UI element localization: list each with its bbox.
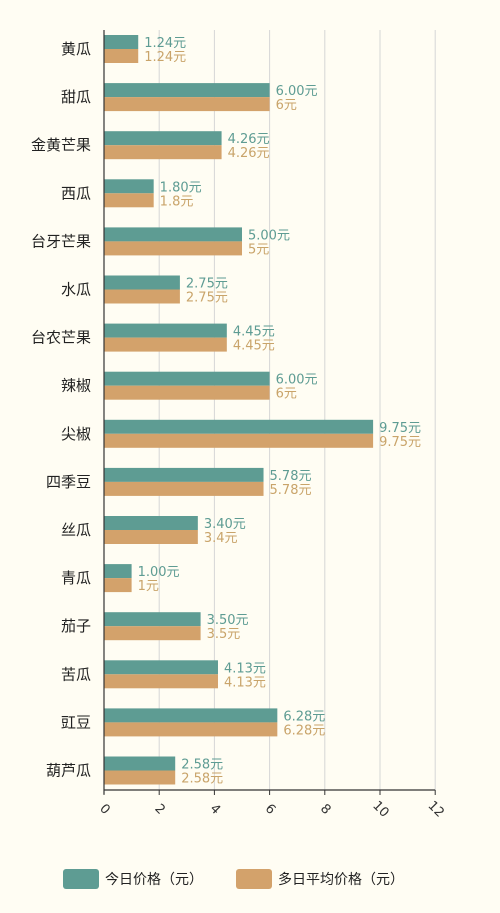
bar-today: [104, 35, 139, 49]
category-label: 金黄芒果: [31, 136, 91, 154]
legend-swatch: [63, 869, 99, 889]
data-label-today: 1.00元: [138, 565, 180, 580]
x-tick-label: 0: [96, 801, 112, 817]
bar-today: [104, 467, 264, 482]
data-label-today: 6.28元: [283, 709, 325, 724]
data-label-average: 2.58元: [181, 772, 223, 787]
bar-today: [104, 419, 374, 434]
data-label-average: 1.8元: [160, 194, 194, 209]
data-label-average: 6元: [276, 387, 297, 402]
category-label: 台牙芒果: [31, 232, 91, 250]
bar-today: [104, 564, 132, 579]
category-label: 葫芦瓜: [46, 762, 91, 780]
data-label-average: 2.75元: [186, 291, 228, 306]
data-label-today: 1.80元: [160, 180, 202, 195]
bar-average: [104, 289, 180, 304]
bar-today: [104, 612, 201, 627]
bar-average: [104, 193, 154, 208]
category-label: 苦瓜: [61, 665, 91, 683]
bar-average: [104, 49, 139, 63]
x-tick-label: 12: [425, 798, 447, 820]
bar-today: [104, 371, 270, 386]
x-tick-label: 10: [369, 798, 391, 820]
data-label-average: 4.13元: [224, 675, 266, 690]
bar-today: [104, 660, 218, 675]
data-label-today: 4.26元: [228, 132, 270, 147]
bar-average: [104, 97, 270, 112]
bar-average: [104, 626, 201, 641]
category-label: 豇豆: [61, 713, 91, 731]
legend: 今日价格（元） 多日平均价格（元）: [63, 869, 404, 889]
category-label: 甜瓜: [61, 88, 91, 106]
data-label-today: 4.13元: [224, 661, 266, 676]
data-label-average: 5.78元: [270, 483, 312, 498]
bar-average: [104, 433, 374, 448]
category-label: 茄子: [61, 617, 91, 635]
bar-average: [104, 337, 227, 352]
data-label-average: 1元: [138, 579, 159, 594]
category-label: 丝瓜: [61, 521, 91, 539]
legend-label: 多日平均价格（元）: [278, 871, 404, 888]
bar-average: [104, 722, 278, 737]
data-label-average: 4.45元: [233, 339, 275, 354]
data-label-today: 6.00元: [276, 84, 318, 99]
data-label-average: 4.26元: [228, 146, 270, 161]
bar-today: [104, 83, 270, 98]
data-label-average: 1.24元: [144, 50, 186, 65]
category-label: 青瓜: [61, 569, 91, 587]
bar-average: [104, 385, 270, 400]
bar-average: [104, 241, 242, 256]
data-label-average: 3.5元: [207, 627, 241, 642]
bar-today: [104, 275, 180, 290]
bar-today: [104, 131, 222, 146]
category-label: 台农芒果: [31, 329, 91, 347]
data-label-today: 1.24元: [144, 36, 186, 51]
data-label-average: 3.4元: [204, 531, 238, 546]
bar-average: [104, 674, 218, 689]
data-label-today: 2.58元: [181, 758, 223, 773]
bar-today: [104, 516, 198, 530]
category-label: 辣椒: [61, 377, 91, 395]
data-label-today: 6.00元: [276, 373, 318, 388]
category-label: 尖椒: [61, 425, 91, 443]
bar-average: [104, 770, 176, 785]
legend-item-average: 多日平均价格（元）: [236, 869, 404, 889]
data-label-today: 3.40元: [204, 517, 246, 532]
legend-label: 今日价格（元）: [105, 872, 203, 888]
bar-average: [104, 481, 264, 496]
data-label-average: 6.28元: [283, 723, 325, 738]
legend-item-today: 今日价格（元）: [63, 869, 203, 889]
category-label: 黄瓜: [61, 40, 91, 58]
data-label-today: 9.75元: [379, 421, 421, 436]
data-label-today: 5.00元: [248, 228, 290, 243]
bar-today: [104, 756, 176, 771]
data-label-today: 3.50元: [207, 613, 249, 628]
bar-today: [104, 227, 242, 242]
data-label-today: 4.45元: [233, 325, 275, 340]
bar-today: [104, 179, 154, 194]
x-tick-label: 4: [207, 801, 223, 817]
category-label: 四季豆: [46, 473, 91, 491]
x-tick-label: 2: [151, 801, 167, 817]
bar-today: [104, 708, 278, 723]
bar-average: [104, 145, 222, 160]
x-tick-label: 8: [317, 801, 333, 817]
data-label-average: 6元: [276, 98, 297, 113]
data-label-average: 5元: [248, 242, 269, 257]
bar-average: [104, 578, 132, 593]
bar-today: [104, 323, 227, 338]
legend-swatch: [236, 869, 272, 889]
category-label: 水瓜: [61, 281, 91, 299]
data-label-today: 2.75元: [186, 277, 228, 292]
data-label-average: 9.75元: [379, 435, 421, 450]
bar-average: [104, 530, 198, 544]
category-label: 西瓜: [61, 184, 91, 202]
data-label-today: 5.78元: [270, 469, 312, 484]
x-tick-label: 6: [262, 801, 278, 817]
